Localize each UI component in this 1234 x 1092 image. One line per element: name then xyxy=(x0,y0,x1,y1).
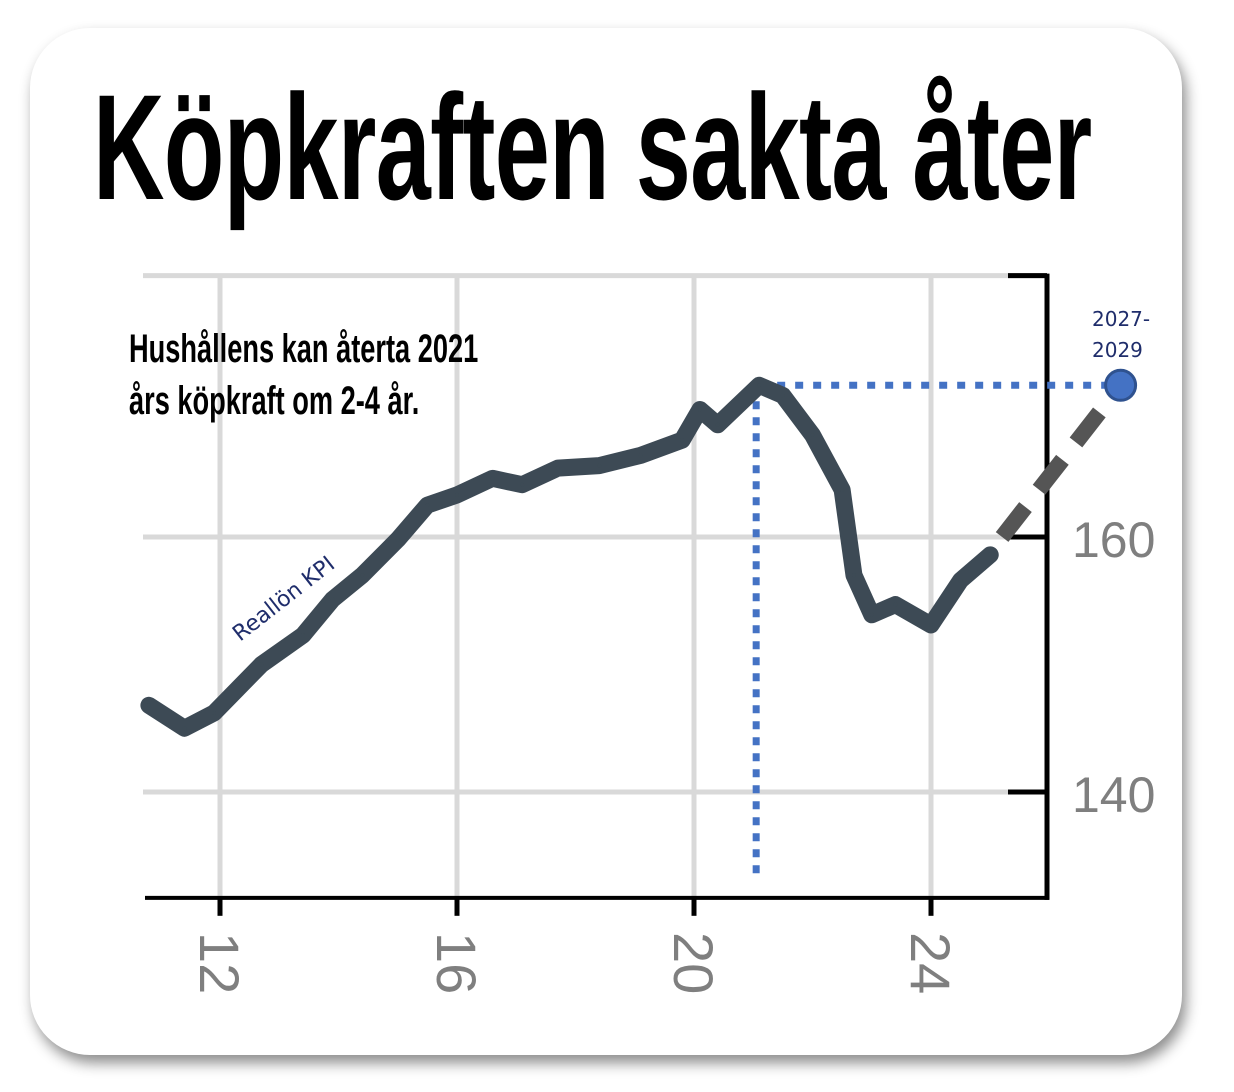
target-label-line-2: 2029 xyxy=(1092,338,1143,362)
data-point xyxy=(597,463,602,468)
data-point xyxy=(893,602,898,607)
data-point xyxy=(929,622,933,627)
data-point xyxy=(182,726,187,731)
annotation-line-1: Hushållens kan återta 2021 xyxy=(129,327,479,371)
data-point xyxy=(958,578,963,583)
x-tick-label: 20 xyxy=(662,932,725,994)
data-point xyxy=(697,407,702,412)
data-point xyxy=(455,492,459,497)
data-point xyxy=(425,503,430,508)
data-point xyxy=(757,383,762,388)
data-point xyxy=(840,487,845,492)
x-tick-label: 12 xyxy=(188,932,251,994)
data-point xyxy=(715,422,720,427)
data-point xyxy=(490,476,495,481)
data-point xyxy=(638,453,643,458)
data-point xyxy=(212,710,217,715)
series-line-real-wage xyxy=(140,376,999,737)
data-point xyxy=(360,573,365,578)
data-point xyxy=(555,466,560,471)
data-point xyxy=(869,612,874,617)
y-tick-label: 140 xyxy=(1072,767,1155,823)
annotation-line-2: års köpkraft om 2-4 år. xyxy=(129,379,420,423)
target-label-line-1: 2027- xyxy=(1092,307,1150,331)
data-point xyxy=(330,597,335,602)
data-point xyxy=(520,482,525,487)
target-point xyxy=(1104,368,1138,402)
data-point xyxy=(988,552,993,557)
data-point xyxy=(810,433,815,437)
data-point xyxy=(780,393,785,398)
annotation: Hushållens kan återta 2021 års köpkraft … xyxy=(129,323,478,427)
chart-title: Köpkraften sakta åter xyxy=(93,63,1092,231)
series-line-projection xyxy=(995,380,1127,542)
data-point xyxy=(259,662,264,667)
data-point xyxy=(300,633,305,638)
data-point xyxy=(395,537,400,542)
x-tick-label: 24 xyxy=(899,932,962,994)
data-point xyxy=(146,703,151,708)
data-point xyxy=(851,573,856,578)
x-tick-label: 16 xyxy=(425,932,488,994)
y-tick-label: 160 xyxy=(1072,512,1155,568)
data-point xyxy=(680,438,685,443)
